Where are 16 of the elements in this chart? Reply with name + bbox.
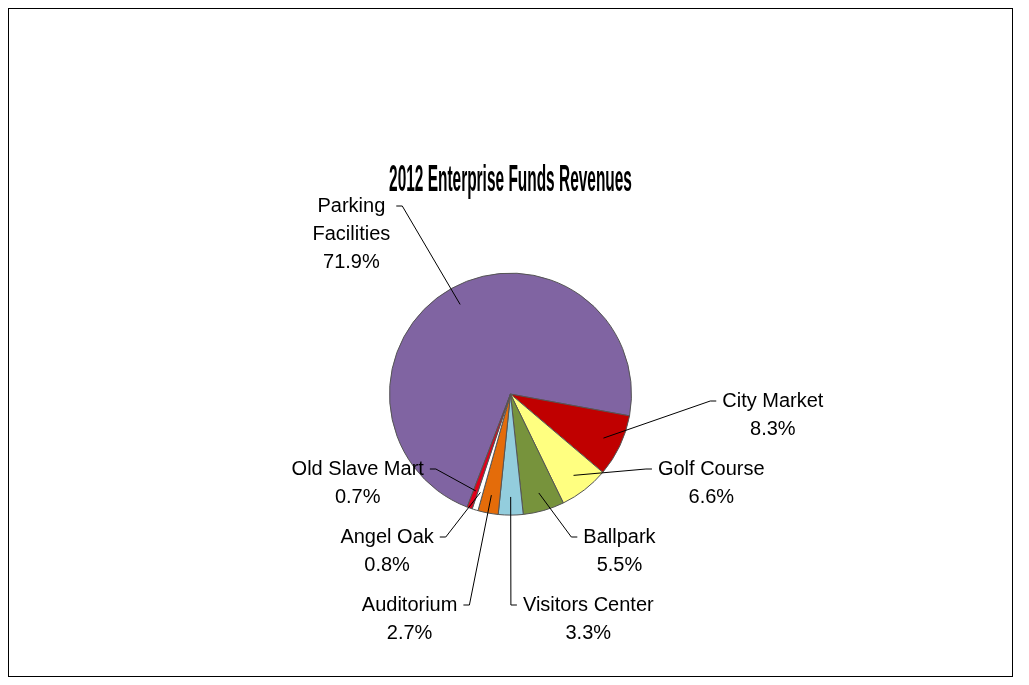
slice-label: Auditorium xyxy=(361,592,458,615)
slice-label: Visitors Center xyxy=(522,592,655,615)
data-label: 0.7% xyxy=(334,484,381,507)
data-label: 8.3% xyxy=(750,416,796,439)
slice-label: Golf Course xyxy=(657,456,765,479)
data-label: 6.6% xyxy=(688,484,735,507)
data-label: 0.8% xyxy=(364,552,411,575)
data-label: 3.3% xyxy=(565,620,612,643)
data-label: 2.7% xyxy=(386,620,433,643)
data-label: 5.5% xyxy=(596,552,643,575)
chart-title: 2012 Enterprise Funds Revenues xyxy=(389,158,632,199)
slice-label: Ballpark xyxy=(583,524,657,547)
slice-label: Angel Oak xyxy=(340,524,435,547)
data-label: 71.9% xyxy=(323,249,380,272)
slice-label: City Market xyxy=(722,388,824,411)
slice-label: Parking Facilities xyxy=(312,193,391,244)
